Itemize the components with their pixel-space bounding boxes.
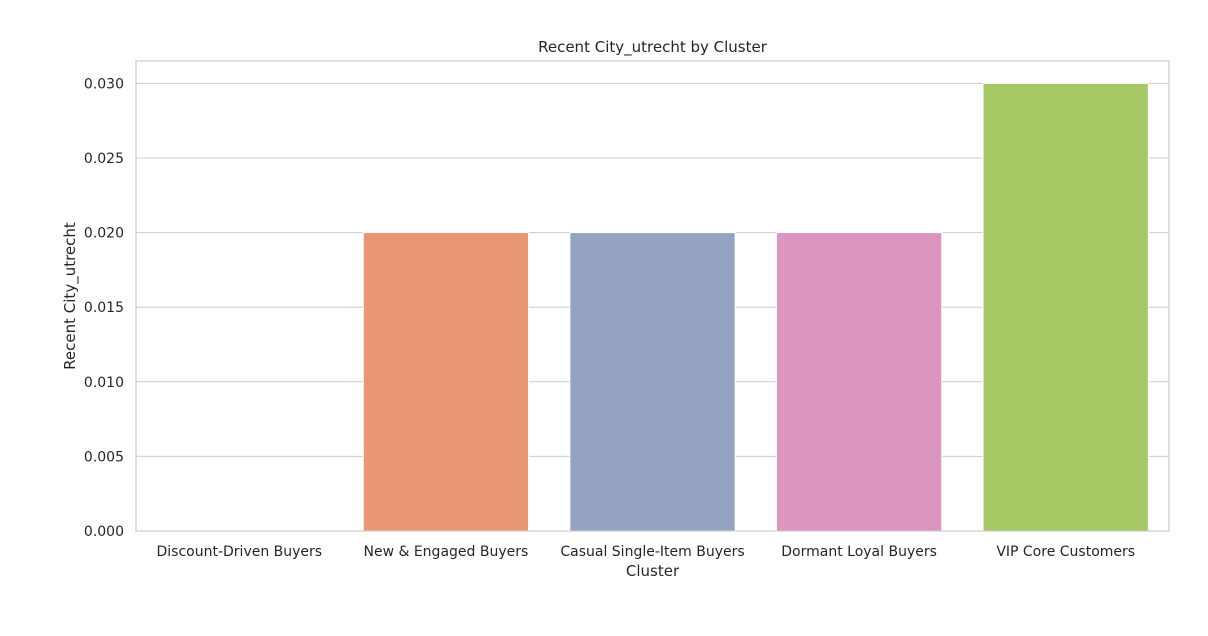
bar-dormant-loyal-buyers [775, 232, 943, 532]
bar-new-engaged-buyers [362, 232, 530, 532]
y-tick-labels: 0.000 0.005 0.010 0.015 0.020 0.025 0.030 [84, 76, 124, 540]
x-tick-label: VIP Core Customers [996, 544, 1135, 560]
y-tick-label: 0.010 [84, 375, 124, 391]
x-tick-label: New & Engaged Buyers [363, 544, 528, 560]
y-tick-label: 0.030 [84, 76, 124, 92]
y-tick-label: 0.015 [84, 300, 124, 316]
y-tick-label: 0.000 [84, 524, 124, 540]
y-axis-label: Recent City_utrecht [61, 222, 80, 370]
chart-title: Recent City_utrecht by Cluster [538, 38, 768, 57]
y-tick-label: 0.025 [84, 151, 124, 167]
bar-vip-core-customers [982, 82, 1149, 532]
plot-frame [135, 60, 1170, 532]
y-tick-label: 0.020 [84, 226, 124, 242]
x-axis-label: Cluster [626, 562, 680, 580]
bar-casual-single-item-buyers [569, 232, 736, 532]
x-tick-label: Discount-Driven Buyers [157, 544, 323, 560]
x-tick-label: Casual Single-Item Buyers [560, 544, 744, 560]
y-tick-label: 0.005 [84, 449, 124, 465]
x-tick-labels: Discount-Driven Buyers New & Engaged Buye… [157, 544, 1136, 560]
bars [362, 82, 1149, 532]
x-tick-label: Dormant Loyal Buyers [781, 544, 937, 560]
